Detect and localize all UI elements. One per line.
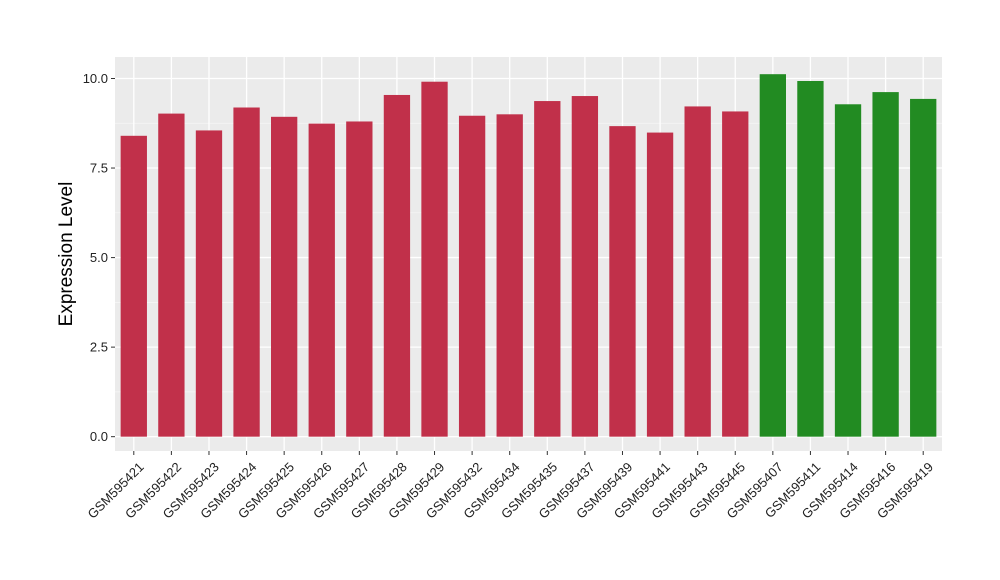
bar-GSM595429 [421,81,448,437]
bar-GSM595421 [120,135,147,437]
y-tick-label: 2.5 [90,340,108,355]
bar-GSM595428 [383,94,411,437]
bar-GSM595435 [534,101,561,437]
y-axis: 0.0 2.5 5.0 7.5 10.0 [83,71,115,444]
y-tick-label: 5.0 [90,250,108,265]
bar-GSM595424 [233,107,260,437]
y-tick-label: 7.5 [90,161,108,176]
bar-GSM595437 [571,96,599,437]
y-axis-title: Expression Level [56,182,77,327]
bars [120,74,937,437]
bar-GSM595407 [759,74,786,437]
y-tick-label: 10.0 [83,71,108,86]
bar-GSM595423 [195,130,223,437]
bar-GSM595426 [308,123,335,437]
bar-GSM595414 [834,104,862,437]
bar-GSM595425 [271,116,298,437]
x-axis: GSM595421GSM595422GSM595423GSM595424GSM5… [84,451,936,522]
bar-GSM595419 [910,98,937,437]
bar-GSM595422 [158,113,185,437]
bar-GSM595445 [722,111,749,437]
bar-GSM595432 [458,115,486,437]
bar-GSM595443 [684,106,711,437]
bar-GSM595439 [609,126,636,437]
bar-GSM595434 [496,114,523,437]
y-tick-label: 0.0 [90,429,108,444]
bar-GSM595411 [797,80,824,437]
bar-GSM595427 [346,121,373,437]
bar-GSM595441 [646,132,674,437]
bar-GSM595416 [872,92,899,437]
